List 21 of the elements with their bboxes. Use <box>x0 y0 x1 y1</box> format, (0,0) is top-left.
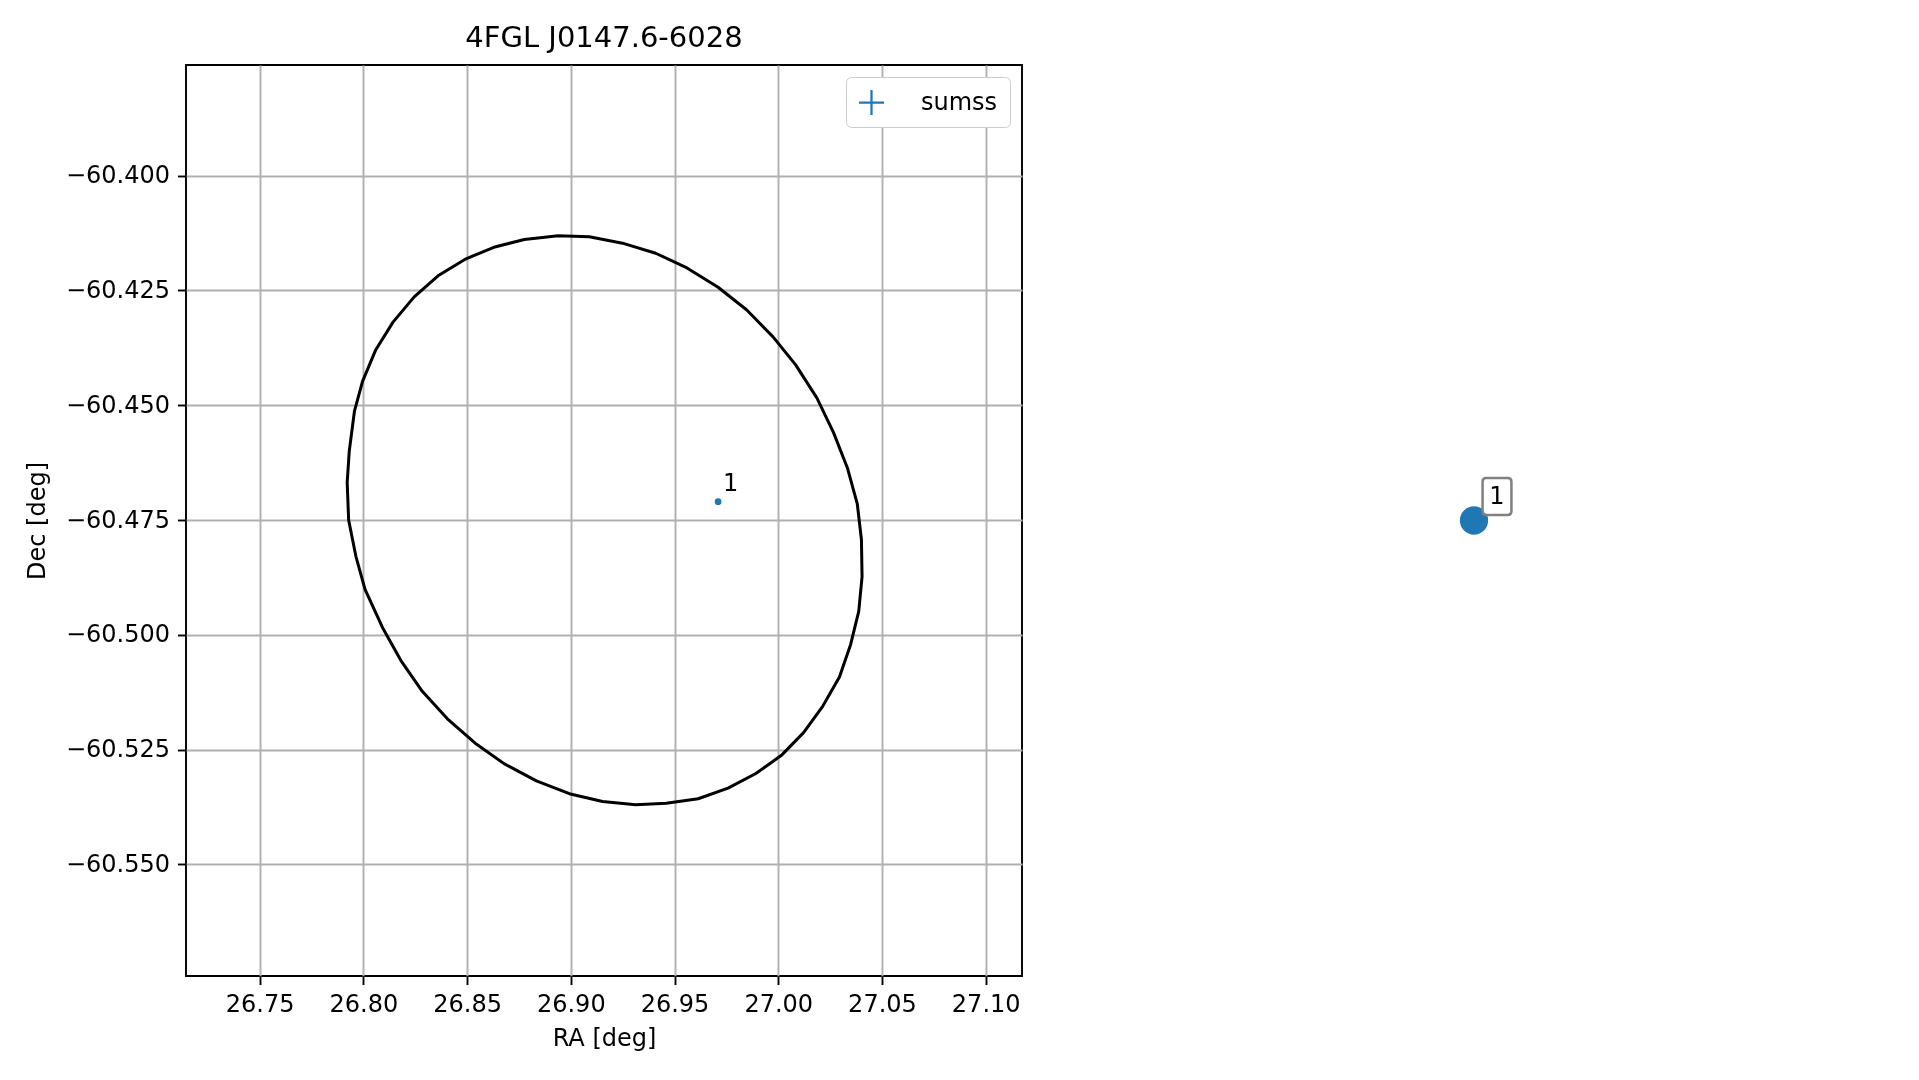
y-axis-title: Dec [deg] <box>22 461 51 581</box>
x-tick-label: 27.00 <box>744 990 814 1018</box>
legend-label: sumss <box>921 87 998 116</box>
x-axis-title: RA [deg] <box>552 1024 657 1052</box>
x-tick-label: 26.90 <box>536 990 606 1018</box>
x-tick-label: 27.05 <box>848 990 917 1018</box>
y-tick-label: −60.450 <box>65 390 170 419</box>
y-tick-label: −60.525 <box>65 735 170 764</box>
x-tick-label: 26.75 <box>225 990 295 1018</box>
x-tick-label: 26.80 <box>329 990 399 1018</box>
x-tick-label: 27.10 <box>951 990 1021 1018</box>
y-tick-label: −60.550 <box>65 849 170 878</box>
chart-title: 4FGL J0147.6-6028 <box>465 20 743 54</box>
annotation: 1 <box>723 468 739 497</box>
y-tick-label: −60.400 <box>65 161 170 190</box>
text: 1 <box>1489 481 1505 510</box>
x-tick-label: 26.95 <box>640 990 710 1018</box>
y-tick-label: −60.425 <box>65 275 170 304</box>
y-tick-label: −60.500 <box>65 620 170 649</box>
x-tick-label: 26.85 <box>433 990 502 1018</box>
y-tick-label: −60.475 <box>65 505 170 534</box>
